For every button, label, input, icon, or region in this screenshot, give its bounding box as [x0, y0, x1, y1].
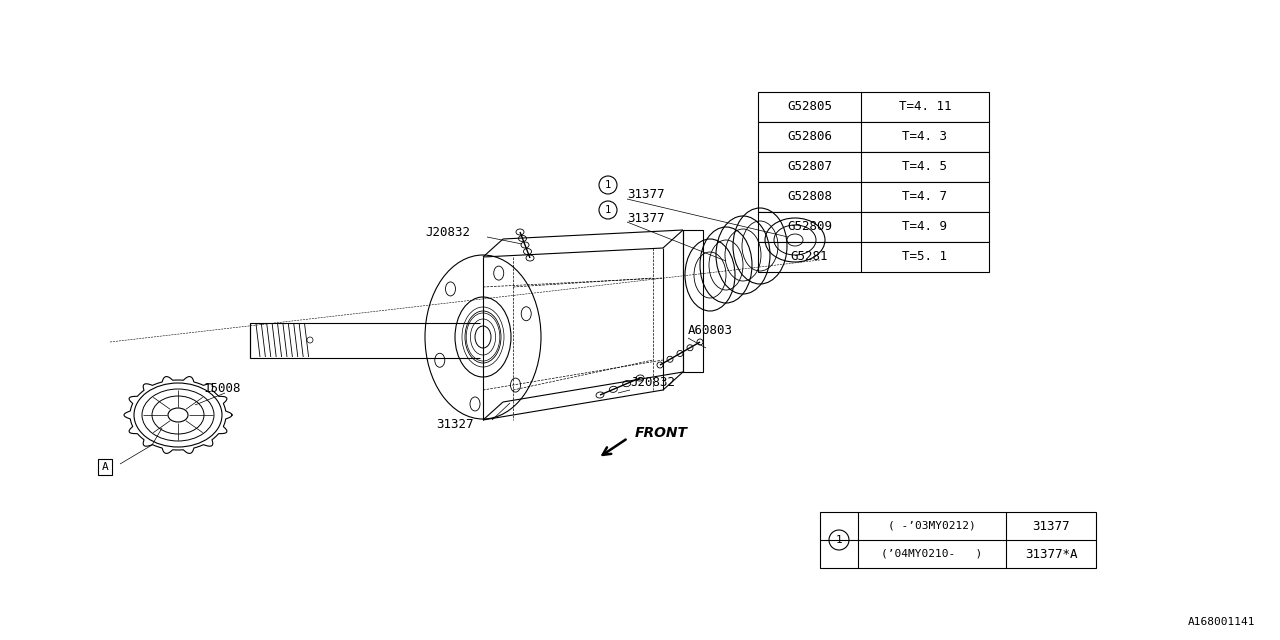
Text: J20832: J20832 [425, 227, 471, 239]
Text: 1: 1 [605, 180, 611, 190]
Text: 1: 1 [605, 205, 611, 215]
Text: 31377*A: 31377*A [1025, 547, 1078, 561]
Bar [758, 242, 989, 272]
Bar [684, 230, 703, 372]
Text: 31377: 31377 [627, 189, 664, 202]
Text: G52805: G52805 [787, 100, 832, 113]
Bar [758, 212, 989, 242]
Bar [758, 152, 989, 182]
Text: J20832: J20832 [630, 376, 675, 388]
Bar [758, 182, 989, 212]
Text: T=4. 7: T=4. 7 [902, 191, 947, 204]
Text: T=4. 9: T=4. 9 [902, 221, 947, 234]
Text: G52807: G52807 [787, 161, 832, 173]
Text: 31377: 31377 [1032, 520, 1070, 532]
Bar [758, 122, 989, 152]
Text: G52808: G52808 [787, 191, 832, 204]
Text: FRONT: FRONT [635, 426, 689, 440]
Text: 31377: 31377 [627, 211, 664, 225]
Text: 15008: 15008 [204, 381, 241, 394]
Bar [820, 512, 1096, 568]
Text: T=4. 3: T=4. 3 [902, 131, 947, 143]
Text: ( -’03MY0212): ( -’03MY0212) [888, 521, 975, 531]
Bar [758, 92, 989, 122]
Text: G52806: G52806 [787, 131, 832, 143]
Text: A60803: A60803 [689, 323, 733, 337]
Text: G52809: G52809 [787, 221, 832, 234]
Text: T=4. 5: T=4. 5 [902, 161, 947, 173]
Text: T=4. 11: T=4. 11 [899, 100, 951, 113]
Text: G5281: G5281 [791, 250, 828, 264]
Text: (’04MY0210-   ): (’04MY0210- ) [882, 549, 983, 559]
Text: A: A [101, 462, 109, 472]
Text: 1: 1 [836, 535, 842, 545]
Text: T=5. 1: T=5. 1 [902, 250, 947, 264]
Text: A168001141: A168001141 [1188, 617, 1254, 627]
Text: 31327: 31327 [436, 419, 474, 431]
